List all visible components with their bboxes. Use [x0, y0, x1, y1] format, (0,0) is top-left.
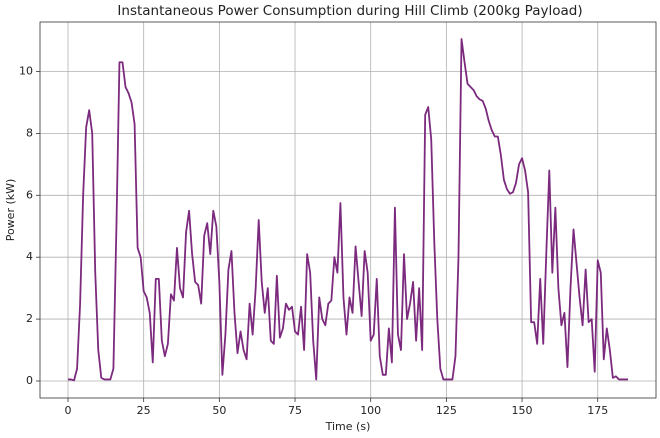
x-tick-label: 75: [288, 404, 302, 417]
x-tick-label: 100: [360, 404, 381, 417]
y-tick-label: 4: [26, 250, 33, 263]
y-tick-label: 8: [26, 126, 33, 139]
data-line: [68, 38, 628, 382]
x-tick-label: 125: [436, 404, 457, 417]
x-tick-label: 175: [587, 404, 608, 417]
y-tick-label: 10: [19, 65, 33, 78]
x-tick-label: 50: [212, 404, 226, 417]
plot-frame: [39, 21, 657, 399]
y-axis-label: Power (kW): [4, 179, 17, 242]
x-tick-label: 25: [137, 404, 151, 417]
y-tick-label: 2: [26, 312, 33, 325]
x-axis-label: Time (s): [325, 420, 371, 433]
x-tick-label: 0: [65, 404, 72, 417]
y-tick-label: 0: [26, 374, 33, 387]
y-tick-label: 6: [26, 188, 33, 201]
x-tick-label: 150: [512, 404, 533, 417]
chart-title: Instantaneous Power Consumption during H…: [117, 3, 582, 19]
